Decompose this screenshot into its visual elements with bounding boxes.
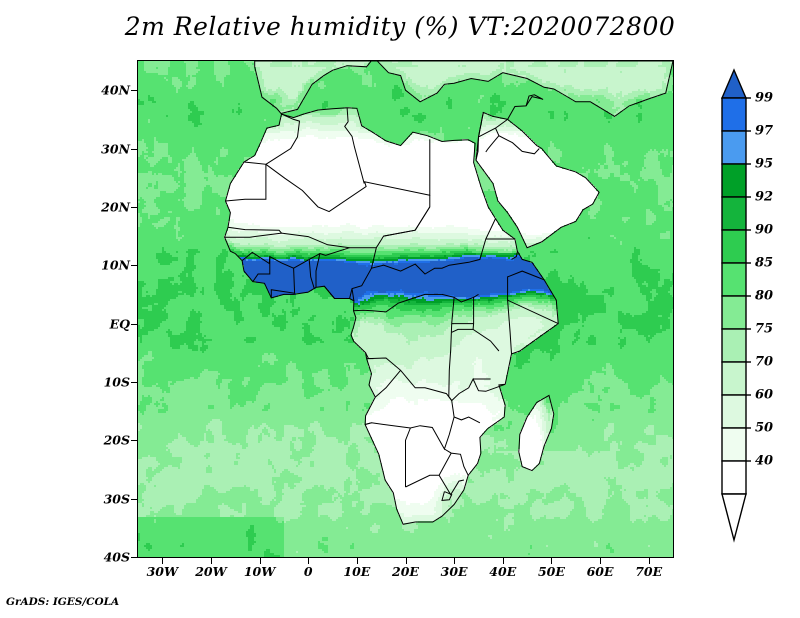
colorbar-tick-label: 75 — [755, 321, 774, 337]
x-axis-tick — [648, 558, 650, 564]
y-axis-tick — [131, 557, 137, 558]
x-axis-tick — [405, 558, 407, 564]
x-axis-tick — [502, 558, 504, 564]
y-axis-tick — [131, 323, 137, 325]
colorbar-band — [721, 163, 747, 198]
colorbar-tick-label: 90 — [755, 222, 774, 238]
map-plot-area — [137, 60, 674, 558]
colorbar-tick-label: 60 — [755, 387, 774, 403]
colorbar-band — [721, 130, 747, 165]
y-axis-tick-label: 30N — [101, 141, 130, 157]
colorbar-band — [721, 295, 747, 330]
y-axis-tick — [131, 498, 137, 500]
y-axis-tick-label: EQ — [109, 316, 130, 332]
colorbar-band — [721, 262, 747, 297]
colorbar-top-arrow — [720, 68, 748, 99]
x-axis-tick — [162, 558, 164, 564]
x-axis-tick — [308, 558, 310, 564]
colorbar-tick-label: 85 — [755, 255, 774, 271]
x-axis-tick-label: 10W — [243, 564, 276, 579]
y-axis-tick-label: 10N — [101, 257, 130, 273]
colorbar-band — [721, 328, 747, 363]
y-axis-tick — [131, 440, 137, 442]
colorbar-tick-label: 40 — [755, 453, 774, 469]
x-axis-tick — [210, 558, 212, 564]
y-axis-tick-label: 10S — [103, 374, 130, 390]
y-axis-tick — [131, 265, 137, 267]
x-axis-tick-label: 10E — [343, 564, 371, 579]
colorbar-tick-label: 50 — [755, 420, 774, 436]
y-axis-tick — [131, 148, 137, 150]
page-title: 2m Relative humidity (%) VT:2020072800 — [124, 12, 676, 41]
colorbar-band — [721, 97, 747, 132]
y-axis-tick — [131, 206, 137, 208]
colorbar-band — [721, 427, 747, 462]
colorbar-band — [721, 394, 747, 429]
colorbar-bottom-arrow — [721, 493, 747, 543]
x-axis-tick-label: 40E — [489, 564, 517, 579]
x-axis-tick-label: 30W — [146, 564, 179, 579]
x-axis-tick — [600, 558, 602, 564]
x-axis-tick — [454, 558, 456, 564]
colorbar-tick-label: 70 — [755, 354, 774, 370]
colorbar-band — [721, 229, 747, 264]
x-axis-tick — [551, 558, 553, 564]
y-axis-tick-label: 40S — [103, 549, 130, 565]
colorbar-band — [721, 196, 747, 231]
colorbar-tick-label: 99 — [755, 90, 774, 106]
y-axis-tick — [131, 90, 137, 92]
humidity-field-map — [138, 61, 673, 557]
colorbar-band — [721, 361, 747, 396]
y-axis-tick-label: 40N — [101, 82, 130, 98]
x-axis-tick-label: 50E — [537, 564, 565, 579]
colorbar-tick-label: 97 — [755, 123, 774, 139]
x-axis-tick — [356, 558, 358, 564]
x-axis-tick — [259, 558, 261, 564]
humidity-raster — [138, 61, 673, 557]
map-outlines — [224, 61, 673, 525]
colorbar-tick-label: 95 — [755, 156, 774, 172]
x-axis-tick-label: 60E — [586, 564, 614, 579]
colorbar-tick-label: 92 — [755, 189, 774, 205]
x-axis-tick-label: 0 — [303, 564, 313, 579]
y-axis-tick-label: 20N — [101, 199, 130, 215]
colorbar-band — [721, 460, 747, 495]
x-axis-tick-label: 30E — [440, 564, 468, 579]
y-axis-tick-label: 30S — [103, 491, 130, 507]
x-axis-tick-label: 20E — [392, 564, 419, 579]
y-axis-tick — [131, 381, 137, 383]
x-axis-tick-label: 20W — [195, 564, 227, 579]
colorbar-swatches — [720, 68, 751, 543]
colorbar-tick-label: 80 — [755, 288, 774, 304]
y-axis-tick-label: 20S — [103, 432, 130, 448]
credit-text: GrADS: IGES/COLA — [6, 596, 120, 608]
colorbar: 99 97 95 92 90 85 80 75 70 60 50 40 — [700, 60, 800, 558]
x-axis-tick-label: 70E — [635, 564, 663, 579]
